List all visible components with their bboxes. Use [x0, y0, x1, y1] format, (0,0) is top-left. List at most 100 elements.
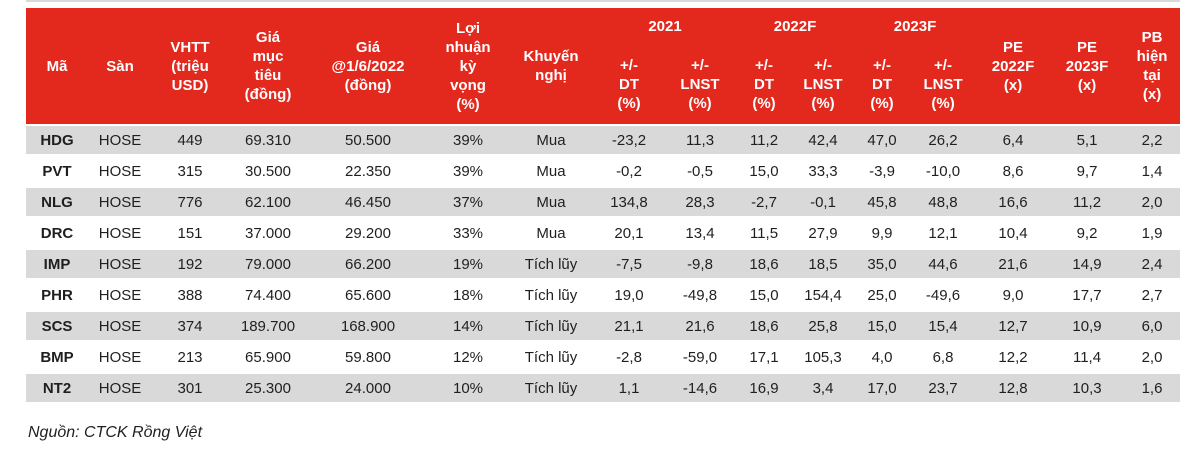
table-cell: 26,2: [910, 124, 977, 157]
table-cell: 14%: [428, 310, 508, 343]
table-cell: Mua: [508, 217, 594, 250]
table-cell: 4,0: [854, 341, 911, 374]
table-cell: 11,2: [1050, 186, 1125, 219]
ticker-cell: IMP: [26, 248, 88, 281]
table-cell: -2,7: [736, 186, 792, 219]
table-cell: 10,4: [976, 217, 1051, 250]
table-cell: 23,7: [910, 372, 977, 405]
table-cell: 105,3: [792, 341, 855, 374]
table-cell: 15,0: [736, 155, 792, 188]
ticker-cell: DRC: [26, 217, 88, 250]
table-cell: 30.500: [228, 155, 308, 188]
table-cell: 47,0: [854, 124, 911, 157]
table-cell: 2,2: [1124, 124, 1181, 157]
table-cell: 37%: [428, 186, 508, 219]
table-cell: 776: [152, 186, 228, 219]
table-cell: Tích lũy: [508, 341, 594, 374]
col-header-ticker: Mã: [26, 8, 88, 125]
ticker-cell: NLG: [26, 186, 88, 219]
table-cell: 74.400: [228, 279, 308, 312]
table-cell: 3,4: [792, 372, 855, 405]
col-header-recommendation: Khuyến nghị: [508, 8, 594, 125]
ticker-cell: SCS: [26, 310, 88, 343]
table-cell: 9,0: [976, 279, 1051, 312]
table-cell: -0,2: [594, 155, 664, 188]
table-cell: 25,8: [792, 310, 855, 343]
table-cell: 168.900: [308, 310, 428, 343]
table-cell: 301: [152, 372, 228, 405]
table-cell: 11,5: [736, 217, 792, 250]
table-cell: 9,2: [1050, 217, 1125, 250]
table-cell: 151: [152, 217, 228, 250]
ticker-cell: PVT: [26, 155, 88, 188]
table-row: PVT HOSE 315 30.500 22.350 39% Mua -0,2 -0,5 15,0…: [26, 155, 1181, 188]
table-cell: 315: [152, 155, 228, 188]
table-row: SCS HOSE 374 189.700 168.900 14% Tích lũy 21,1 2…: [26, 310, 1181, 343]
table-cell: HOSE: [88, 248, 152, 281]
table-row: DRC HOSE 151 37.000 29.200 33% Mua 20,1 13,4 11,5…: [26, 217, 1181, 250]
table-cell: 213: [152, 341, 228, 374]
table-cell: -0,1: [792, 186, 855, 219]
table-cell: 25,0: [854, 279, 911, 312]
table-cell: 22.350: [308, 155, 428, 188]
table-cell: 21,1: [594, 310, 664, 343]
table-cell: -9,8: [664, 248, 736, 281]
table-cell: 18%: [428, 279, 508, 312]
table-cell: 1,1: [594, 372, 664, 405]
table-cell: 19%: [428, 248, 508, 281]
col-header-current-price: Giá @1/6/2022 (đồng): [308, 8, 428, 125]
table-cell: 374: [152, 310, 228, 343]
col-header-target-price: Giá mục tiêu (đồng): [228, 8, 308, 125]
subheader-dt-2022f: +/- DT (%): [736, 44, 792, 125]
table-cell: 62.100: [228, 186, 308, 219]
table-cell: -0,5: [664, 155, 736, 188]
table-cell: 15,4: [910, 310, 977, 343]
table-cell: 154,4: [792, 279, 855, 312]
table-cell: 16,9: [736, 372, 792, 405]
table-cell: 17,1: [736, 341, 792, 374]
table-cell: 1,6: [1124, 372, 1181, 405]
table-cell: 1,9: [1124, 217, 1181, 250]
table-cell: -2,8: [594, 341, 664, 374]
table-cell: 79.000: [228, 248, 308, 281]
table-cell: 17,7: [1050, 279, 1125, 312]
subheader-lnst-2022f: +/- LNST (%): [792, 44, 855, 125]
table-cell: 449: [152, 124, 228, 157]
table-cell: 2,0: [1124, 341, 1181, 374]
table-cell: 9,9: [854, 217, 911, 250]
table-cell: -59,0: [664, 341, 736, 374]
table-cell: 11,2: [736, 124, 792, 157]
table-header: Mã Sàn VHTT (triệu USD) Giá mục tiêu (đồ…: [26, 8, 1181, 125]
table-cell: 18,5: [792, 248, 855, 281]
table-cell: HOSE: [88, 217, 152, 250]
col-header-pe-2023f: PE 2023F (x): [1050, 8, 1125, 125]
table-cell: 33%: [428, 217, 508, 250]
ticker-cell: HDG: [26, 124, 88, 157]
table-cell: 6,4: [976, 124, 1051, 157]
table-cell: 10%: [428, 372, 508, 405]
col-header-marketcap: VHTT (triệu USD): [152, 8, 228, 125]
table-cell: Tích lũy: [508, 310, 594, 343]
table-cell: 24.000: [308, 372, 428, 405]
table-cell: 15,0: [854, 310, 911, 343]
table-cell: 8,6: [976, 155, 1051, 188]
table-cell: 46.450: [308, 186, 428, 219]
table-cell: -10,0: [910, 155, 977, 188]
table-cell: 39%: [428, 124, 508, 157]
table-row: NLG HOSE 776 62.100 46.450 37% Mua 134,8 28,3 -2,…: [26, 186, 1181, 219]
table-cell: 189.700: [228, 310, 308, 343]
table-row: NT2 HOSE 301 25.300 24.000 10% Tích lũy 1,1 -14,…: [26, 372, 1181, 405]
table-cell: 2,4: [1124, 248, 1181, 281]
table-cell: 6,8: [910, 341, 977, 374]
table-cell: 21,6: [976, 248, 1051, 281]
table-cell: 42,4: [792, 124, 855, 157]
table-cell: 388: [152, 279, 228, 312]
table-cell: HOSE: [88, 279, 152, 312]
table-cell: 10,3: [1050, 372, 1125, 405]
table-cell: HOSE: [88, 186, 152, 219]
table-cell: 5,1: [1050, 124, 1125, 157]
table-cell: 6,0: [1124, 310, 1181, 343]
table-cell: 65.600: [308, 279, 428, 312]
table-cell: -49,8: [664, 279, 736, 312]
table-cell: 12,2: [976, 341, 1051, 374]
